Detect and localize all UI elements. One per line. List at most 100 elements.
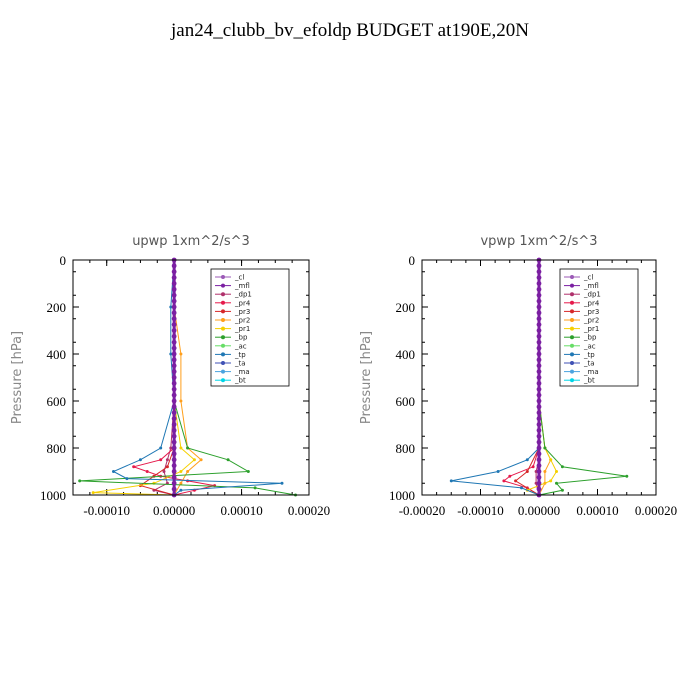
zero-profile-marker (536, 339, 542, 345)
panel-1: upwp 1xm^2/s^3 Pressure [hPa] 0 200 400 600 80… (10, 234, 330, 518)
legend-marker (221, 283, 225, 288)
zero-profile-marker (171, 363, 177, 369)
zero-profile-marker (536, 439, 542, 445)
zero-profile-marker (171, 463, 177, 469)
legend-label: _pr1 (583, 325, 599, 333)
data-point-pr4 (508, 474, 512, 478)
data-point-tp (179, 488, 183, 492)
y-tick-label: 1000 (40, 488, 66, 503)
legend-label: _pr2 (583, 317, 599, 325)
legend-label: _ta (234, 360, 246, 368)
plot-frame (72, 259, 310, 496)
x-tick-label: 0.00010 (220, 503, 262, 518)
zero-profile-marker (536, 357, 542, 363)
legend-marker (570, 352, 574, 357)
zero-profile-marker (536, 281, 542, 286)
zero-profile-marker (171, 298, 177, 304)
y-tick-label: 800 (396, 441, 416, 456)
data-point-pr2 (199, 458, 203, 462)
zero-profile-marker (536, 304, 542, 310)
zero-profile-marker (536, 398, 542, 404)
zero-profile-marker (536, 433, 542, 439)
y-tick-label: 0 (409, 253, 416, 268)
data-point-pr3 (525, 470, 529, 473)
zero-profile-marker (171, 345, 177, 351)
zero-profile-marker (171, 310, 177, 316)
legend-marker (570, 283, 574, 288)
legend-marker (221, 369, 225, 374)
legend-label: _pr4 (234, 299, 251, 307)
zero-profile-marker (171, 281, 177, 286)
zero-profile-marker (536, 286, 542, 292)
zero-profile-marker (536, 410, 542, 416)
x-tick-label: 0.00000 (153, 503, 195, 518)
zero-profile-marker (536, 422, 542, 427)
legend-label: _dp1 (583, 291, 601, 299)
data-point-pr2 (179, 352, 183, 356)
legend-marker (221, 309, 225, 314)
plot-frame (421, 259, 657, 496)
data-point-tp (280, 481, 284, 485)
zero-profile-marker (171, 439, 177, 445)
y-tick-label: 400 (396, 347, 416, 362)
zero-profile-marker (171, 351, 177, 357)
zero-profile-marker (536, 463, 542, 469)
legend: _cl_mfl_dp1_pr4_pr3_pr2_pr1_bp_ac_tp_ta_… (559, 268, 639, 387)
zero-profile-marker (171, 269, 177, 275)
zero-profile-marker (536, 345, 542, 351)
zero-profile-marker (536, 457, 542, 463)
series-line-pr2 (173, 260, 202, 496)
y-axis-title: Pressure [hPa] (10, 331, 25, 424)
zero-profile-marker (536, 427, 542, 433)
legend-marker (221, 361, 225, 365)
data-point-pr1 (91, 491, 95, 495)
x-tick-label: 0.00010 (576, 503, 618, 518)
data-point-pr1 (549, 458, 553, 462)
zero-profile-marker (171, 333, 177, 339)
zero-profile-marker (536, 310, 542, 316)
y-axis-title: Pressure [hPa] (359, 331, 374, 424)
data-point-bp (625, 474, 629, 478)
zero-profile-marker (536, 333, 542, 339)
legend-marker (570, 309, 574, 314)
y-tick-label: 0 (60, 253, 67, 268)
series-line-pr4 (502, 260, 540, 496)
legend-marker (570, 275, 574, 279)
zero-profile-marker (171, 316, 177, 322)
data-point-pr4 (145, 470, 149, 473)
series-line-dp1 (152, 260, 175, 496)
legend-label: _mfl (583, 282, 599, 290)
data-point-pr4 (159, 458, 163, 462)
legend-marker (570, 335, 574, 340)
data-point-tp (169, 352, 173, 356)
y-tick-label: 200 (396, 300, 416, 315)
zero-profile-marker (536, 416, 542, 422)
zero-profile-marker (536, 486, 542, 492)
zero-profile-marker (171, 357, 177, 363)
data-point-bp (543, 446, 547, 450)
legend-label: _pr2 (234, 317, 250, 325)
zero-profile-marker (536, 322, 542, 328)
zero-profile-marker (536, 363, 542, 369)
legend-label: _bp (583, 334, 597, 342)
data-point-bp (560, 465, 564, 469)
data-point-pr4 (132, 465, 136, 469)
data-point-bp (226, 458, 230, 462)
legend-label: _dp1 (234, 291, 252, 299)
y-tick-label: 1000 (389, 488, 415, 503)
zero-profile-marker (536, 445, 542, 451)
zero-profile-marker (536, 269, 542, 275)
zero-profile-marker (171, 427, 177, 433)
x-tick-label: -0.00010 (83, 503, 130, 518)
data-point-tp (525, 458, 529, 462)
x-tick-label: -0.00020 (399, 503, 446, 518)
zero-profile-marker (536, 474, 542, 480)
zero-profile-marker (171, 433, 177, 439)
x-tick-label: 0.00020 (635, 503, 677, 518)
data-point-pr1 (555, 470, 558, 473)
legend-label: _pr3 (234, 308, 250, 316)
y-tick-label: 600 (396, 394, 416, 409)
data-point-pr4 (531, 465, 535, 469)
data-point-tp (520, 486, 523, 490)
legend-marker (221, 292, 225, 297)
